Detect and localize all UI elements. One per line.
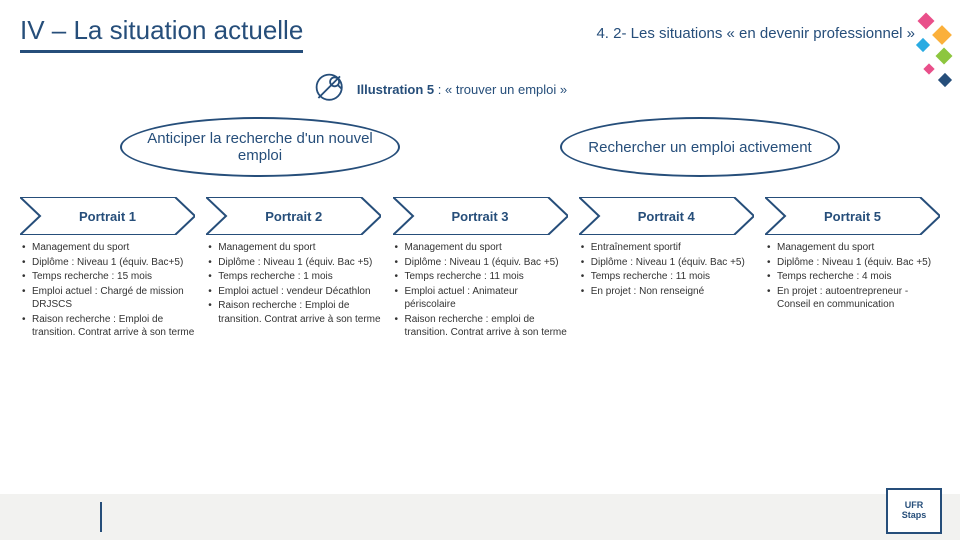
footer: UFR Staps: [0, 494, 960, 540]
portrait-body: Management du sportDiplôme : Niveau 1 (é…: [765, 241, 940, 312]
portrait-title: Portrait 5: [824, 209, 881, 224]
portrait-item: Management du sport: [767, 241, 940, 255]
illustration-suffix: : « trouver un emploi »: [434, 82, 567, 97]
portrait-column: Portrait 4 Entraînement sportifDiplôme :…: [579, 197, 754, 341]
portrait-title: Portrait 3: [451, 209, 508, 224]
portrait-title: Portrait 2: [265, 209, 322, 224]
portrait-header: Portrait 2: [206, 197, 381, 235]
portrait-item: Emploi actuel : Animateur périscolaire: [395, 285, 568, 312]
header: IV – La situation actuelle 4. 2- Les sit…: [0, 0, 960, 61]
portrait-column: Portrait 3 Management du sportDiplôme : …: [393, 197, 568, 341]
portrait-body: Entraînement sportifDiplôme : Niveau 1 (…: [579, 241, 754, 298]
bubbles-row: Anticiper la recherche d'un nouvel emplo…: [0, 117, 960, 177]
bubble-left: Anticiper la recherche d'un nouvel emplo…: [120, 117, 400, 177]
portrait-item: Diplôme : Niveau 1 (équiv. Bac +5): [581, 256, 754, 270]
portrait-header: Portrait 3: [393, 197, 568, 235]
portrait-item: Diplôme : Niveau 1 (équiv. Bac +5): [208, 256, 381, 270]
portrait-list: Management du sportDiplôme : Niveau 1 (é…: [393, 241, 568, 340]
portrait-item: Entraînement sportif: [581, 241, 754, 255]
portrait-title: Portrait 4: [638, 209, 695, 224]
portrait-column: Portrait 2 Management du sportDiplôme : …: [206, 197, 381, 341]
portrait-item: Management du sport: [22, 241, 195, 255]
logo-line2: Staps: [902, 511, 927, 521]
portrait-item: En projet : Non renseigné: [581, 285, 754, 299]
portrait-item: Raison recherche : Emploi de transition.…: [208, 299, 381, 326]
portraits-row: Portrait 1 Management du sportDiplôme : …: [0, 187, 960, 341]
portrait-column: Portrait 5 Management du sportDiplôme : …: [765, 197, 940, 341]
illustration-row: Illustration 5 : « trouver un emploi »: [0, 71, 960, 107]
portrait-header: Portrait 5: [765, 197, 940, 235]
main-title: IV – La situation actuelle: [20, 15, 303, 53]
portrait-item: Temps recherche : 1 mois: [208, 270, 381, 284]
portrait-column: Portrait 1 Management du sportDiplôme : …: [20, 197, 195, 341]
corner-decoration: [900, 10, 960, 100]
portrait-item: Temps recherche : 11 mois: [395, 270, 568, 284]
portrait-item: Temps recherche : 11 mois: [581, 270, 754, 284]
footer-accent: [100, 502, 102, 532]
portrait-item: Temps recherche : 4 mois: [767, 270, 940, 284]
portrait-item: Management du sport: [208, 241, 381, 255]
portrait-item: Diplôme : Niveau 1 (équiv. Bac+5): [22, 256, 195, 270]
portrait-header: Portrait 1: [20, 197, 195, 235]
magnifier-icon: [313, 71, 349, 107]
portrait-body: Management du sportDiplôme : Niveau 1 (é…: [20, 241, 195, 340]
portrait-body: Management du sportDiplôme : Niveau 1 (é…: [393, 241, 568, 340]
portrait-item: Raison recherche : emploi de transition.…: [395, 313, 568, 340]
portrait-list: Management du sportDiplôme : Niveau 1 (é…: [20, 241, 195, 340]
portrait-body: Management du sportDiplôme : Niveau 1 (é…: [206, 241, 381, 326]
portrait-title: Portrait 1: [79, 209, 136, 224]
portrait-item: Diplôme : Niveau 1 (équiv. Bac +5): [395, 256, 568, 270]
portrait-item: En projet : autoentrepreneur - Conseil e…: [767, 285, 940, 312]
portrait-list: Entraînement sportifDiplôme : Niveau 1 (…: [579, 241, 754, 298]
portrait-item: Temps recherche : 15 mois: [22, 270, 195, 284]
logo: UFR Staps: [886, 488, 942, 534]
portrait-item: Management du sport: [395, 241, 568, 255]
portrait-item: Emploi actuel : Chargé de mission DRJSCS: [22, 285, 195, 312]
portrait-item: Diplôme : Niveau 1 (équiv. Bac +5): [767, 256, 940, 270]
illustration-label: Illustration 5 : « trouver un emploi »: [357, 82, 567, 97]
bubble-right: Rechercher un emploi activement: [560, 117, 840, 177]
illustration-prefix: Illustration 5: [357, 82, 434, 97]
subtitle: 4. 2- Les situations « en devenir profes…: [596, 25, 940, 42]
portrait-item: Emploi actuel : vendeur Décathlon: [208, 285, 381, 299]
portrait-list: Management du sportDiplôme : Niveau 1 (é…: [206, 241, 381, 326]
portrait-list: Management du sportDiplôme : Niveau 1 (é…: [765, 241, 940, 312]
portrait-header: Portrait 4: [579, 197, 754, 235]
portrait-item: Raison recherche : Emploi de transition.…: [22, 313, 195, 340]
